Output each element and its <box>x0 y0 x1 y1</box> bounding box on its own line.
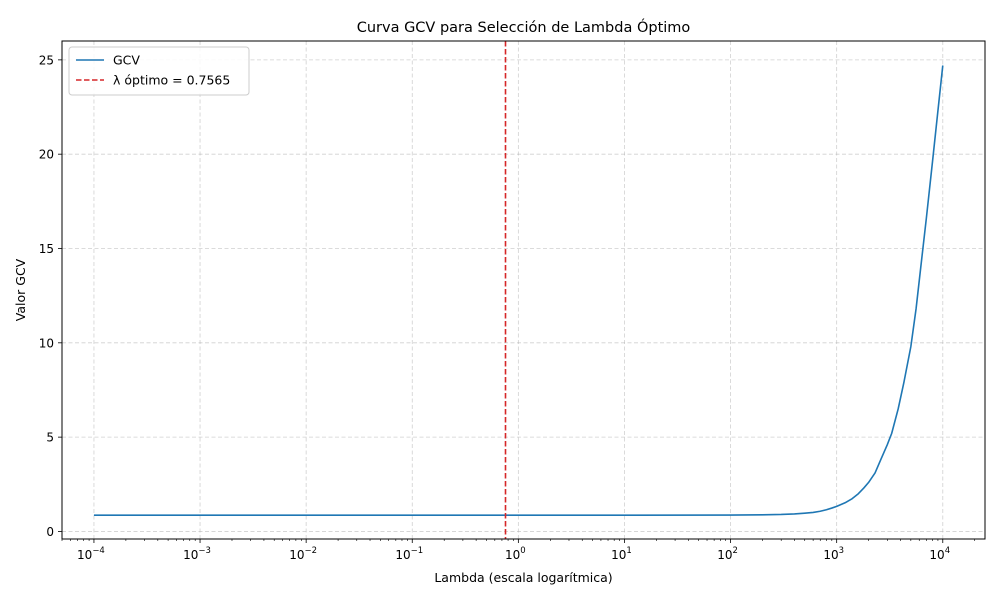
plot-frame <box>61 40 986 540</box>
y-tick-label: 15 <box>39 242 54 256</box>
legend: GCV λ óptimo = 0.7565 <box>68 46 250 96</box>
x-tick-label: 102 <box>717 546 738 562</box>
y-tick-label: 20 <box>39 148 54 162</box>
series-line-gcv <box>93 65 944 517</box>
x-tick-label: 100 <box>505 546 526 562</box>
y-tick-label: 10 <box>39 336 54 350</box>
legend-label-gcv: GCV <box>113 53 140 68</box>
x-tick-label: 10−2 <box>289 546 317 562</box>
grid <box>62 41 985 539</box>
y-tick-label: 5 <box>46 431 54 445</box>
x-tick-label: 10−3 <box>183 546 211 562</box>
legend-label-optimal-lambda: λ óptimo = 0.7565 <box>113 73 230 88</box>
x-tick-label: 103 <box>823 546 844 562</box>
y-axis-ticks: 0 5 10 15 20 25 <box>39 53 62 539</box>
x-tick-label: 104 <box>929 546 950 562</box>
x-axis-ticks: 10−4 10−3 10−2 10−1 100 101 102 103 104 <box>77 539 950 562</box>
x-tick-label: 101 <box>611 546 632 562</box>
y-tick-label: 25 <box>39 53 54 67</box>
legend-box <box>68 46 250 96</box>
x-tick-label: 10−4 <box>77 546 105 562</box>
series-layer <box>93 41 944 539</box>
x-tick-label: 10−1 <box>395 546 423 562</box>
y-tick-label: 0 <box>46 525 54 539</box>
chart-title: Curva GCV para Selección de Lambda Óptim… <box>357 18 691 36</box>
x-axis-label: Lambda (escala logarítmica) <box>434 570 612 585</box>
y-axis-label: Valor GCV <box>13 258 28 321</box>
